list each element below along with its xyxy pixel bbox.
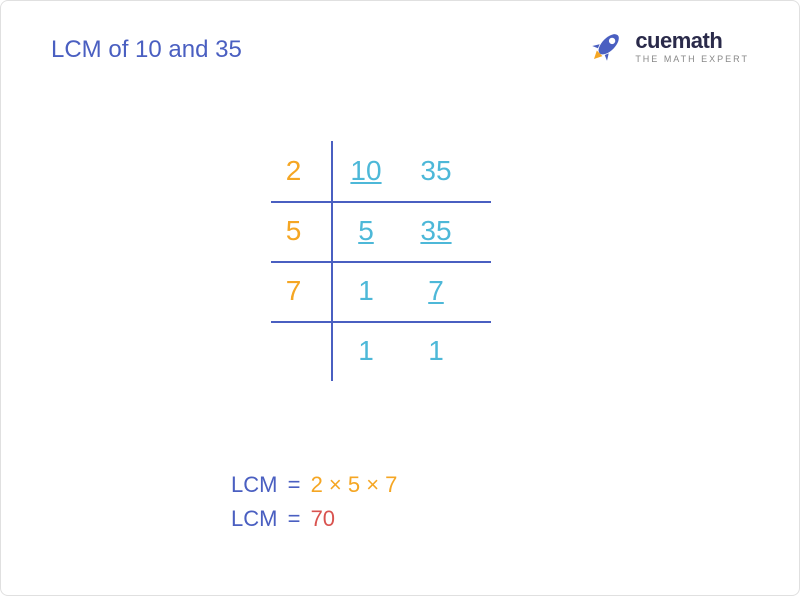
lcm-label: LCM [231, 506, 277, 531]
lcm-expression: 2 × 5 × 7 [311, 472, 398, 497]
number-cell: 1 [331, 335, 401, 367]
divisor-cell: 7 [271, 275, 331, 307]
result-value-line: LCM = 70 [231, 506, 397, 532]
number-value: 1 [358, 275, 374, 306]
number-cell: 35 [401, 215, 471, 247]
number-value: 35 [420, 215, 451, 246]
division-table: 2 10 35 5 5 35 7 1 7 1 1 [271, 141, 471, 381]
table-row: 1 1 [271, 321, 471, 381]
logo-main-text: cuemath [635, 28, 749, 54]
equals-sign: = [288, 472, 301, 497]
logo: cuemath THE MATH EXPERT [587, 26, 749, 66]
number-cell: 35 [401, 155, 471, 187]
rocket-icon [587, 26, 627, 66]
number-value: 7 [428, 275, 444, 306]
result-expression-line: LCM = 2 × 5 × 7 [231, 472, 397, 498]
divisor-cell: 5 [271, 215, 331, 247]
number-cell: 7 [401, 275, 471, 307]
result-section: LCM = 2 × 5 × 7 LCM = 70 [231, 472, 397, 540]
title-text: LCM of 10 and 35 [51, 36, 242, 63]
table-row: 7 1 7 [271, 261, 471, 321]
lcm-label: LCM [231, 472, 277, 497]
number-cell: 1 [331, 275, 401, 307]
number-value: 35 [420, 155, 451, 186]
number-value: 5 [358, 215, 374, 246]
table-row: 5 5 35 [271, 201, 471, 261]
number-cell: 1 [401, 335, 471, 367]
number-value: 10 [350, 155, 381, 186]
logo-sub-text: THE MATH EXPERT [635, 54, 749, 64]
divisor-cell: 2 [271, 155, 331, 187]
page-title: LCM of 10 and 35 [51, 36, 242, 64]
table-row: 2 10 35 [271, 141, 471, 201]
lcm-value: 70 [311, 506, 335, 531]
number-value: 1 [358, 335, 374, 366]
logo-text-container: cuemath THE MATH EXPERT [635, 28, 749, 64]
number-value: 1 [428, 335, 444, 366]
equals-sign: = [288, 506, 301, 531]
number-cell: 5 [331, 215, 401, 247]
number-cell: 10 [331, 155, 401, 187]
